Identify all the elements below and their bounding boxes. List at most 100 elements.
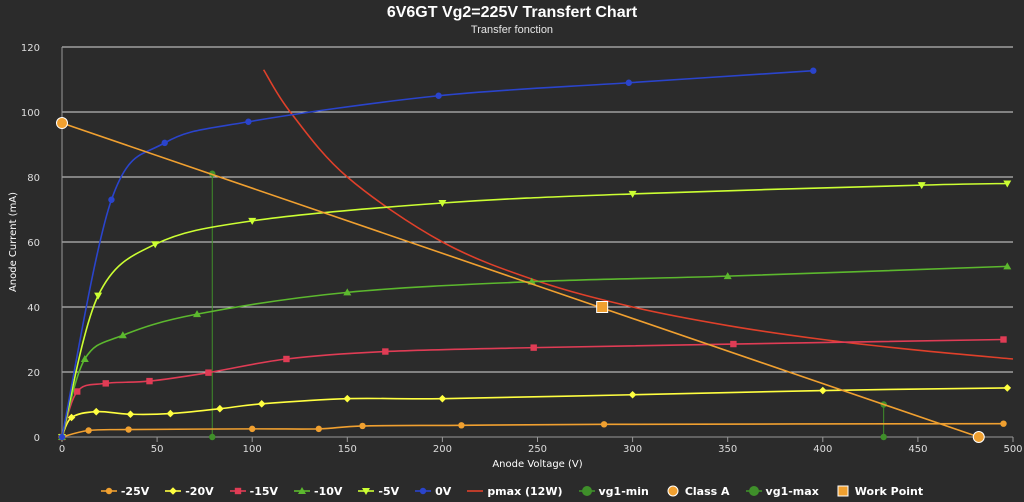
legend-item-work-point[interactable]: Work Point: [835, 485, 923, 498]
x-tick-label: 400: [813, 444, 832, 455]
legend-marker: [581, 486, 592, 496]
legend-marker: [362, 488, 371, 495]
series-line-0v: [61, 69, 814, 438]
grid: [62, 46, 1013, 438]
legend-symbol: [358, 488, 375, 495]
y-tick-label: 120: [21, 43, 40, 54]
point-25v: [125, 426, 132, 433]
legend-label: -20V: [185, 484, 214, 498]
x-tick-label: 150: [338, 444, 357, 455]
legend-label: -15V: [249, 484, 279, 498]
x-tick-label: 500: [1003, 444, 1022, 455]
chart-plot: 0 20 40 60 80 100 120 0 50 100 150 200 250 300 350 400 4…: [8, 43, 1023, 470]
point-0v: [108, 196, 115, 203]
point-5v: [1003, 180, 1012, 188]
point-5v: [917, 182, 926, 190]
point-5v: [438, 200, 447, 207]
legend-item-20v[interactable]: -20V: [165, 484, 214, 498]
point-15v: [283, 355, 290, 363]
x-axis-title: Anode Voltage (V): [492, 459, 582, 470]
legend-item-class-a[interactable]: Class A: [665, 485, 730, 498]
point-15v: [530, 344, 537, 351]
point-15v: [102, 380, 109, 387]
legend-marker: [419, 487, 427, 495]
legend-item-pmax-12w[interactable]: pmax (12W): [467, 485, 563, 498]
series-line-5v: [61, 182, 1008, 438]
point-25v: [458, 422, 465, 429]
x-tick-label: 450: [908, 444, 927, 455]
point-class-a: [56, 117, 68, 130]
series-line-25v: [61, 422, 1004, 438]
legend-symbol: [667, 485, 679, 497]
point-15v: [730, 340, 737, 348]
point-class-a: [972, 431, 985, 443]
point-25v: [359, 422, 366, 430]
legend: -25V -20V -15V -10V -5V 0V pmax (12W) vg1-min Cl…: [0, 483, 1024, 499]
y-axis-title: Anode Current (mA): [8, 192, 19, 292]
series-line-10v: [61, 265, 1008, 438]
legend-symbol: [745, 486, 762, 496]
point-vg1-min: [209, 433, 216, 441]
legend-symbol: [294, 487, 311, 494]
point-20v: [1003, 384, 1012, 392]
legend-label: -5V: [378, 484, 400, 498]
legend-item-15v[interactable]: -15V: [229, 484, 279, 498]
x-tick-label: 250: [528, 444, 547, 455]
legend-label: Work Point: [854, 484, 924, 498]
legend-item-vg1-max[interactable]: vg1-max: [745, 484, 819, 498]
point-0v: [810, 67, 817, 74]
point-10v: [1003, 262, 1012, 270]
legend-symbol: [100, 487, 117, 495]
series-15v: [58, 336, 1007, 441]
legend-symbol: [229, 487, 246, 495]
legend-item-vg1-min[interactable]: vg1-min: [578, 485, 649, 498]
point-25v: [85, 427, 92, 434]
point-20v: [343, 394, 352, 403]
point-20v: [67, 413, 76, 422]
point-10v: [80, 355, 89, 362]
series-class-a: [56, 117, 985, 443]
legend-marker: [837, 485, 849, 497]
legend-item-25v[interactable]: -25V: [100, 485, 149, 498]
legend-item-0v[interactable]: 0V: [415, 485, 451, 498]
point-10v: [193, 310, 202, 318]
series-20v: [58, 384, 1012, 441]
legend-label: Class A: [684, 484, 730, 498]
legend-label: -10V: [314, 484, 343, 498]
series-line-pmax-12w: [262, 69, 1014, 360]
point-20v: [166, 409, 175, 418]
point-20v: [628, 390, 637, 399]
point-10v: [118, 331, 127, 339]
x-tick-label: 100: [243, 444, 262, 455]
point-20v: [92, 407, 101, 416]
point-0v: [245, 118, 252, 125]
x-tick-label: 200: [433, 444, 452, 455]
series-line-20v: [61, 387, 1008, 438]
x-tick-label: 50: [151, 444, 164, 455]
y-tick-label: 80: [27, 173, 40, 184]
point-5v: [628, 190, 637, 198]
point-20v: [438, 394, 447, 403]
point-25v: [600, 421, 608, 428]
legend-marker: [748, 486, 759, 496]
y-tick-label: 100: [21, 108, 40, 119]
y-tick-label: 0: [34, 433, 40, 444]
point-20v: [819, 386, 827, 395]
point-0v: [435, 92, 442, 99]
series-10v: [58, 262, 1012, 440]
legend-item-5v[interactable]: -5V: [358, 485, 399, 498]
legend-marker: [169, 487, 178, 495]
chart-subtitle: Transfer fonction: [470, 24, 554, 36]
series-vg1-max: [880, 401, 887, 441]
point-20v: [126, 410, 135, 419]
series-0v: [58, 67, 817, 441]
point-15v: [74, 388, 81, 395]
point-0v: [161, 139, 168, 147]
legend-symbol: [415, 487, 432, 495]
point-25v: [1000, 420, 1007, 427]
legend-label: vg1-max: [765, 484, 819, 498]
series-5v: [58, 180, 1012, 441]
point-20v: [257, 400, 266, 408]
legend-marker: [298, 487, 307, 494]
legend-item-10v[interactable]: -10V: [294, 485, 342, 498]
